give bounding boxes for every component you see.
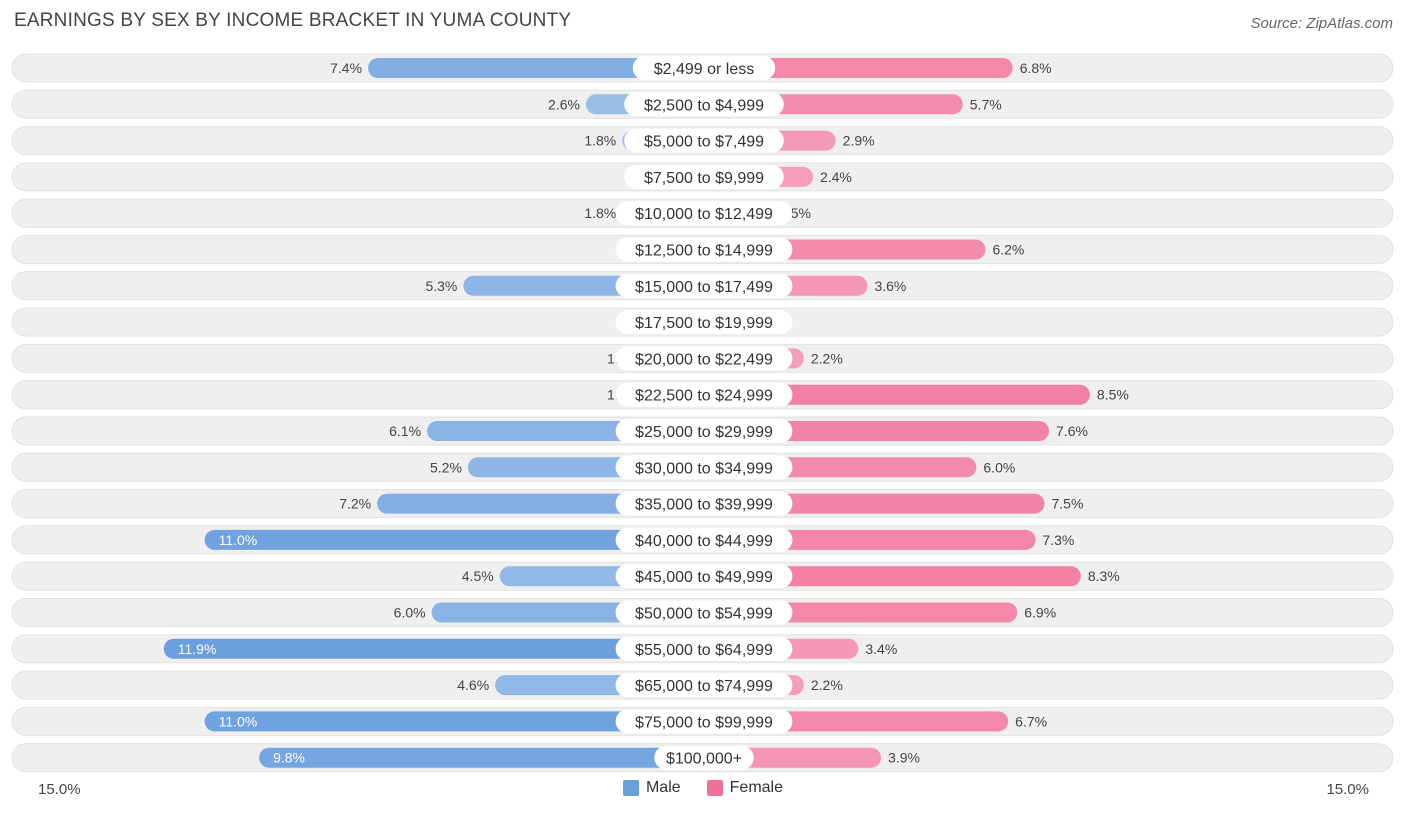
value-label-female: 3.4% <box>865 641 897 657</box>
bar-male <box>204 529 704 550</box>
bar-female <box>704 58 1013 78</box>
value-label-female: 7.3% <box>1042 532 1074 548</box>
chart-title: EARNINGS BY SEX BY INCOME BRACKET IN YUM… <box>14 10 572 31</box>
category-pill <box>615 310 793 335</box>
value-label-male: 11.9% <box>178 641 217 657</box>
category-label: $15,000 to $17,499 <box>635 279 773 296</box>
value-label-female: 7.5% <box>1052 496 1084 512</box>
category-pill <box>615 673 793 698</box>
value-label-male: 1.8% <box>584 133 616 149</box>
category-pill <box>615 273 793 298</box>
value-label-female: 6.7% <box>1015 713 1047 729</box>
category-pill <box>615 382 793 407</box>
category-pill <box>615 600 793 625</box>
bar-male <box>259 747 704 768</box>
category-label: $30,000 to $34,999 <box>635 460 773 477</box>
value-label-male: 6.0% <box>394 605 426 621</box>
value-label-female: 7.6% <box>1056 423 1088 439</box>
category-pill <box>615 709 793 734</box>
category-label: $12,500 to $14,999 <box>635 243 773 260</box>
category-label: $65,000 to $74,999 <box>635 678 773 695</box>
value-label-female: 5.7% <box>970 96 1002 112</box>
axis-label-left: 15.0% <box>38 781 81 798</box>
category-label: $17,500 to $19,999 <box>635 315 773 332</box>
value-label-female: 2.2% <box>811 350 843 366</box>
value-label-female: 3.6% <box>874 278 906 294</box>
legend-label-female: Female <box>729 779 784 796</box>
value-label-male: 1.8% <box>584 205 616 221</box>
category-label: $40,000 to $44,999 <box>635 533 773 550</box>
legend: Male Female <box>0 779 1406 797</box>
category-pill <box>624 92 784 117</box>
category-label: $35,000 to $39,999 <box>635 497 773 514</box>
value-label-male: 5.2% <box>430 459 462 475</box>
category-label: $75,000 to $99,999 <box>635 714 773 731</box>
category-label: $45,000 to $49,999 <box>635 569 773 586</box>
value-label-female: 6.2% <box>992 242 1024 258</box>
category-label: $2,500 to $4,999 <box>644 97 764 114</box>
value-label-male: 4.6% <box>457 677 489 693</box>
value-label-female: 6.8% <box>1020 60 1052 76</box>
value-label-female: 2.2% <box>811 677 843 693</box>
category-label: $2,499 or less <box>654 61 755 78</box>
legend-swatch-male <box>622 780 639 796</box>
bar-male <box>163 638 705 659</box>
category-pill <box>615 346 793 371</box>
category-label: $7,500 to $9,999 <box>644 170 764 187</box>
axis-label-right: 15.0% <box>1326 781 1369 798</box>
value-label-male: 9.8% <box>273 750 305 766</box>
value-label-female: 3.9% <box>888 750 920 766</box>
category-label: $25,000 to $29,999 <box>635 424 773 441</box>
category-pill <box>624 164 784 189</box>
category-pill <box>615 491 793 516</box>
category-pill <box>615 237 793 262</box>
category-pill <box>624 128 784 153</box>
legend-swatch-female <box>706 780 723 796</box>
category-label: $5,000 to $7,499 <box>644 134 764 151</box>
category-label: $50,000 to $54,999 <box>635 606 773 623</box>
value-label-male: 11.0% <box>219 532 258 548</box>
bar-female <box>704 566 1081 587</box>
category-label: $100,000+ <box>666 751 742 768</box>
value-label-female: 8.5% <box>1097 387 1129 403</box>
bar-male <box>368 58 704 78</box>
category-pill <box>615 636 793 661</box>
category-pill <box>615 564 793 589</box>
legend-label-male: Male <box>645 779 681 796</box>
value-label-male: 11.0% <box>219 713 258 729</box>
category-pill <box>654 745 754 770</box>
legend-item-female[interactable]: Female <box>706 779 784 797</box>
chart-source: Source: ZipAtlas.com <box>1250 15 1393 32</box>
category-pill <box>615 419 793 443</box>
bar-male <box>204 711 704 732</box>
legend-item-male[interactable]: Male <box>622 779 681 797</box>
value-label-male: 7.2% <box>339 496 371 512</box>
value-label-male: 4.5% <box>462 568 494 584</box>
category-pill <box>632 56 776 80</box>
category-pill <box>615 527 793 552</box>
value-label-female: 6.9% <box>1024 605 1056 621</box>
category-pill <box>615 201 793 226</box>
category-label: $10,000 to $12,499 <box>635 206 773 223</box>
category-label: $55,000 to $64,999 <box>635 642 773 659</box>
value-label-male: 6.1% <box>389 423 421 439</box>
value-label-female: 6.0% <box>983 459 1015 475</box>
category-label: $20,000 to $22,499 <box>635 351 773 368</box>
category-pill <box>615 455 793 480</box>
value-label-male: 7.4% <box>330 60 362 76</box>
value-label-female: 8.3% <box>1088 568 1120 584</box>
value-label-male: 2.6% <box>548 96 580 112</box>
value-label-female: 2.9% <box>843 133 875 149</box>
value-label-female: 2.4% <box>820 169 852 185</box>
category-label: $22,500 to $24,999 <box>635 388 773 405</box>
value-label-male: 5.3% <box>425 278 457 294</box>
bar-female <box>704 384 1090 405</box>
